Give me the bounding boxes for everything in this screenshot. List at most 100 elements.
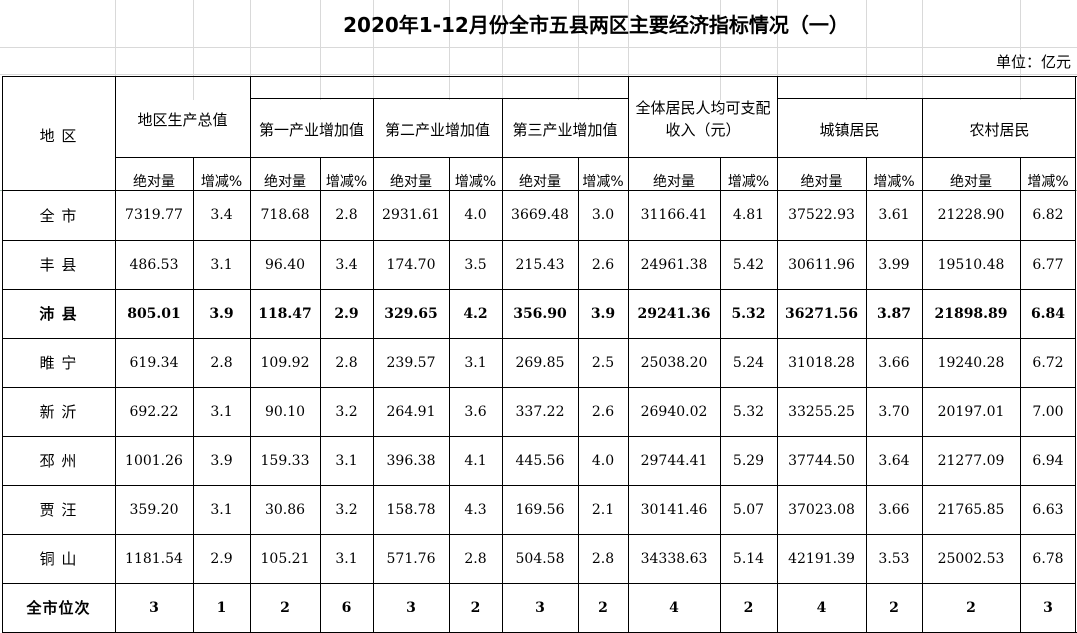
header-tertiary: 第三产业增加值: [512, 120, 618, 139]
table-cell: 692.22: [129, 403, 179, 420]
table-cell: 4.81: [732, 207, 765, 223]
table-cell: 359.20: [129, 501, 179, 518]
header-region: 地 区: [39, 126, 78, 145]
table-cell: 2: [470, 599, 481, 616]
unit-label: 单位：亿元: [995, 52, 1071, 71]
subheader-percent: 增减%: [582, 174, 624, 190]
table-cell: 718.68: [260, 207, 310, 223]
table-cell: 504.58: [515, 550, 565, 567]
table-cell: 36271.56: [784, 305, 859, 322]
table-cell: 2: [598, 599, 608, 616]
table-cell: 1001.26: [125, 452, 183, 469]
row-region-label: 睢 宁: [39, 354, 78, 372]
table-cell: 4.1: [464, 452, 487, 469]
table-cell: 20197.01: [937, 403, 1005, 420]
subheader-absolute: 绝对量: [653, 174, 695, 190]
table-cell: 5.24: [732, 354, 765, 371]
table-cell: 396.38: [386, 452, 436, 469]
row-region-label: 丰 县: [39, 256, 78, 274]
table-cell: 2.8: [464, 550, 487, 567]
table-cell: 3669.48: [511, 207, 569, 223]
table-cell: 619.34: [129, 354, 179, 371]
table-cell: 3.64: [878, 452, 910, 469]
table-cell: 3: [1043, 599, 1053, 616]
table-cell: 4.0: [464, 207, 487, 223]
table-cell: 6.72: [1032, 354, 1064, 371]
table-cell: 21898.89: [934, 305, 1008, 322]
table-cell: 5.29: [732, 452, 765, 469]
table-cell: 42191.39: [788, 550, 855, 567]
table-cell: 4: [816, 599, 827, 616]
table-cell: 4: [669, 599, 679, 616]
table-cell: 3.1: [464, 354, 487, 371]
table-cell: 3.70: [878, 403, 910, 420]
table-cell: 174.70: [386, 256, 436, 273]
header-secondary: 第二产业增加值: [384, 120, 490, 139]
table-cell: 33255.25: [788, 403, 855, 420]
table-cell: 25038.20: [640, 354, 708, 371]
table-cell: 21765.85: [937, 501, 1005, 518]
header-gdp: 地区生产总值: [137, 110, 228, 129]
table-cell: 5.42: [732, 256, 765, 273]
table-cell: 4.3: [464, 501, 487, 518]
row-region-label: 贾 汪: [39, 501, 78, 519]
table-cell: 2931.61: [382, 207, 440, 223]
row-region-label: 全市位次: [26, 599, 91, 617]
table-cell: 21277.09: [937, 452, 1005, 469]
table-cell: 26940.02: [640, 403, 708, 420]
table-cell: 6.63: [1032, 501, 1064, 518]
table-cell: 34338.63: [640, 550, 708, 567]
row-region-label: 新 沂: [39, 403, 78, 421]
table-cell: 105.21: [260, 550, 310, 567]
table-cell: 31166.41: [640, 207, 708, 223]
table-cell: 329.65: [384, 305, 438, 322]
table-cell: 90.10: [264, 403, 306, 420]
table-cell: 3.5: [464, 256, 487, 273]
header-rural: 农村居民: [969, 120, 1030, 139]
row-region-label: 沛 县: [39, 305, 78, 323]
table-cell: 3.6: [464, 403, 487, 420]
table-cell: 37023.08: [788, 501, 855, 518]
table-cell: 571.76: [386, 550, 436, 567]
table-cell: 2.8: [210, 354, 233, 371]
table-cell: 24961.38: [640, 256, 708, 273]
table-cell: 3.0: [591, 207, 615, 223]
table-cell: 3.66: [878, 354, 910, 371]
table-cell: 6: [341, 599, 352, 616]
row-region-label: 铜 山: [39, 550, 78, 568]
table-cell: 3: [406, 599, 416, 616]
table-cell: 37744.50: [788, 452, 855, 469]
subheader-percent: 增减%: [1027, 174, 1069, 190]
table-cell: 2.8: [335, 207, 358, 223]
table-cell: 2.9: [334, 305, 359, 322]
table-cell: 3: [535, 599, 545, 616]
row-region-label: 邳 州: [39, 452, 78, 470]
table-cell: 159.33: [260, 452, 310, 469]
table-cell: 264.91: [386, 403, 436, 420]
table-cell: 3.53: [878, 550, 910, 567]
table-cell: 5.32: [731, 305, 766, 322]
table-cell: 3.2: [335, 501, 358, 518]
subheader-absolute: 绝对量: [950, 174, 992, 190]
table-cell: 4.0: [591, 452, 615, 469]
table-cell: 269.85: [515, 354, 565, 371]
table-cell: 2: [280, 599, 290, 616]
table-cell: 6.82: [1032, 207, 1064, 223]
table-cell: 5.07: [732, 501, 765, 518]
table-cell: 2.8: [335, 354, 358, 371]
table-cell: 19510.48: [937, 256, 1005, 273]
table-cell: 3.87: [876, 305, 912, 322]
table-cell: 3.9: [210, 452, 233, 469]
table-cell: 30141.46: [640, 501, 708, 518]
table-cell: 3.66: [878, 501, 910, 518]
table-cell: 25002.53: [937, 550, 1005, 567]
table-cell: 3.61: [878, 207, 910, 223]
table-cell: 3.1: [335, 550, 358, 567]
subheader-absolute: 绝对量: [519, 174, 561, 190]
table-cell: 7319.77: [125, 207, 183, 223]
subheader-percent: 增减%: [873, 174, 915, 190]
table-cell: 3.1: [210, 501, 233, 518]
table-cell: 30611.96: [788, 256, 855, 273]
table-cell: 445.56: [515, 452, 565, 469]
